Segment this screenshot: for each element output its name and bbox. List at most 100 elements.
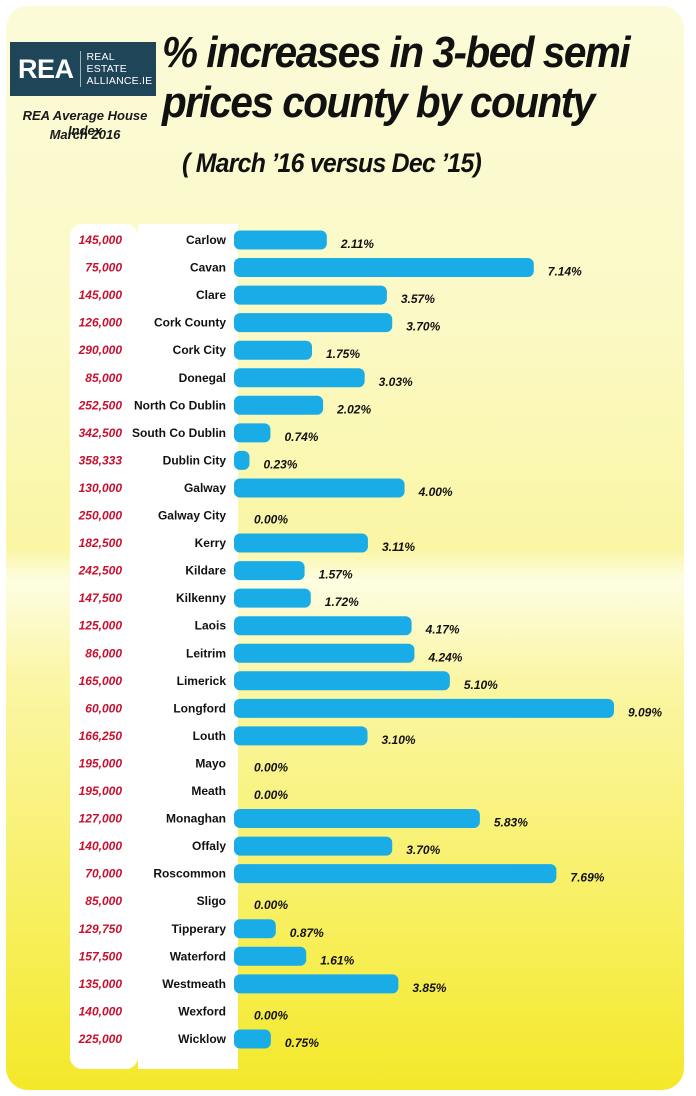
- value-label: 0.23%: [263, 457, 297, 471]
- value-label: 3.85%: [412, 981, 446, 995]
- value-label: 3.57%: [401, 292, 435, 306]
- county-label: North Co Dublin: [134, 398, 226, 412]
- infographic-card: REA REAL ESTATE ALLIANCE.IE REA Average …: [6, 6, 684, 1090]
- value-label: 3.11%: [382, 540, 415, 554]
- county-label: Offaly: [192, 839, 226, 853]
- value-label: 1.61%: [320, 953, 354, 967]
- bar: [234, 340, 313, 360]
- value-label: 3.70%: [406, 843, 440, 857]
- value-label: 0.00%: [254, 1008, 288, 1022]
- price-label: 86,000: [85, 646, 122, 660]
- value-label: 7.69%: [570, 871, 604, 885]
- chart-title-line1: % increases in 3-bed semi: [162, 28, 631, 77]
- price-label: 195,000: [79, 784, 123, 798]
- county-label: Laois: [195, 619, 227, 633]
- value-label: 3.70%: [406, 320, 440, 334]
- value-label: 0.74%: [284, 430, 318, 444]
- county-label: Louth: [193, 729, 226, 743]
- county-label: Westmeath: [162, 977, 226, 991]
- county-label: Longford: [173, 701, 226, 715]
- value-label: 4.24%: [427, 650, 462, 664]
- value-label: 4.17%: [425, 623, 460, 637]
- county-label: Donegal: [179, 371, 226, 385]
- bar: [234, 423, 271, 443]
- bar: [234, 671, 450, 691]
- bar: [234, 313, 393, 333]
- county-label: Kerry: [195, 536, 227, 550]
- price-label: 182,500: [79, 536, 123, 550]
- county-label: Roscommon: [153, 867, 226, 881]
- county-label: Monaghan: [166, 812, 226, 826]
- price-label: 195,000: [79, 756, 123, 770]
- county-label: Cork City: [173, 343, 227, 357]
- price-label: 145,000: [79, 288, 123, 302]
- county-label: Cavan: [190, 261, 226, 275]
- price-label: 60,000: [85, 701, 122, 715]
- price-label: 129,750: [79, 922, 123, 936]
- logo-main-text: REA: [18, 53, 74, 84]
- bar: [234, 864, 557, 884]
- bar: [234, 809, 480, 829]
- logo-sub-line1: REAL ESTATE: [86, 51, 127, 75]
- price-column-panel: [70, 224, 138, 1069]
- price-label: 252,500: [78, 398, 123, 412]
- logo-sub-line2: ALLIANCE.IE: [86, 75, 153, 87]
- county-label: Kilkenny: [176, 591, 226, 605]
- index-date: March 2016: [49, 127, 121, 142]
- value-label: 0.00%: [254, 760, 288, 774]
- bar: [234, 1029, 271, 1049]
- price-label: 290,000: [78, 343, 123, 357]
- county-label: Carlow: [186, 233, 227, 247]
- county-label: Mayo: [195, 756, 226, 770]
- price-label: 85,000: [85, 371, 122, 385]
- value-label: 0.75%: [285, 1036, 319, 1050]
- value-label: 3.03%: [379, 375, 413, 389]
- price-label: 250,000: [78, 509, 123, 523]
- bar: [234, 698, 614, 718]
- price-label: 145,000: [79, 233, 123, 247]
- value-label: 5.83%: [494, 816, 528, 830]
- price-label: 147,500: [79, 591, 123, 605]
- price-label: 127,000: [79, 812, 123, 826]
- price-label: 225,000: [78, 1032, 123, 1046]
- county-label: Wexford: [178, 1004, 226, 1018]
- price-label: 165,000: [79, 674, 123, 688]
- county-label: Wicklow: [178, 1032, 227, 1046]
- bar: [234, 395, 324, 415]
- bar: [234, 974, 399, 994]
- county-label: Clare: [196, 288, 226, 302]
- price-label: 157,500: [79, 949, 123, 963]
- price-label: 358,333: [79, 453, 123, 467]
- bar: [234, 836, 393, 856]
- bar: [234, 368, 365, 388]
- value-label: 3.10%: [382, 733, 416, 747]
- chart-title: % increases in 3-bed semi prices county …: [162, 28, 640, 128]
- county-label: Leitrim: [186, 646, 226, 660]
- price-label: 140,000: [79, 1004, 123, 1018]
- bar: [234, 478, 405, 498]
- rea-logo: REA REAL ESTATE ALLIANCE.IE: [10, 42, 156, 96]
- value-label: 2.02%: [336, 402, 371, 416]
- chart-subtitle: ( March ’16 versus Dec ’15): [182, 148, 482, 178]
- price-label: 342,500: [79, 426, 123, 440]
- price-label: 140,000: [79, 839, 123, 853]
- index-title: REA Average House Index: [22, 108, 148, 138]
- price-label: 85,000: [85, 894, 122, 908]
- value-label: 0.00%: [254, 513, 288, 527]
- county-label: Meath: [191, 784, 226, 798]
- county-label: Waterford: [170, 949, 226, 963]
- county-label: Sligo: [197, 894, 226, 908]
- price-label: 126,000: [79, 316, 123, 330]
- county-label: Galway: [184, 481, 226, 495]
- price-label: 75,000: [85, 261, 122, 275]
- bar: [234, 230, 327, 250]
- logo-sub-text: REAL ESTATE ALLIANCE.IE: [79, 51, 156, 87]
- value-label: 1.75%: [326, 347, 360, 361]
- bar: [234, 919, 276, 939]
- county-label: South Co Dublin: [132, 426, 226, 440]
- price-label: 135,000: [79, 977, 123, 991]
- bar: [234, 533, 368, 553]
- price-label: 130,000: [79, 481, 123, 495]
- bar: [234, 616, 412, 636]
